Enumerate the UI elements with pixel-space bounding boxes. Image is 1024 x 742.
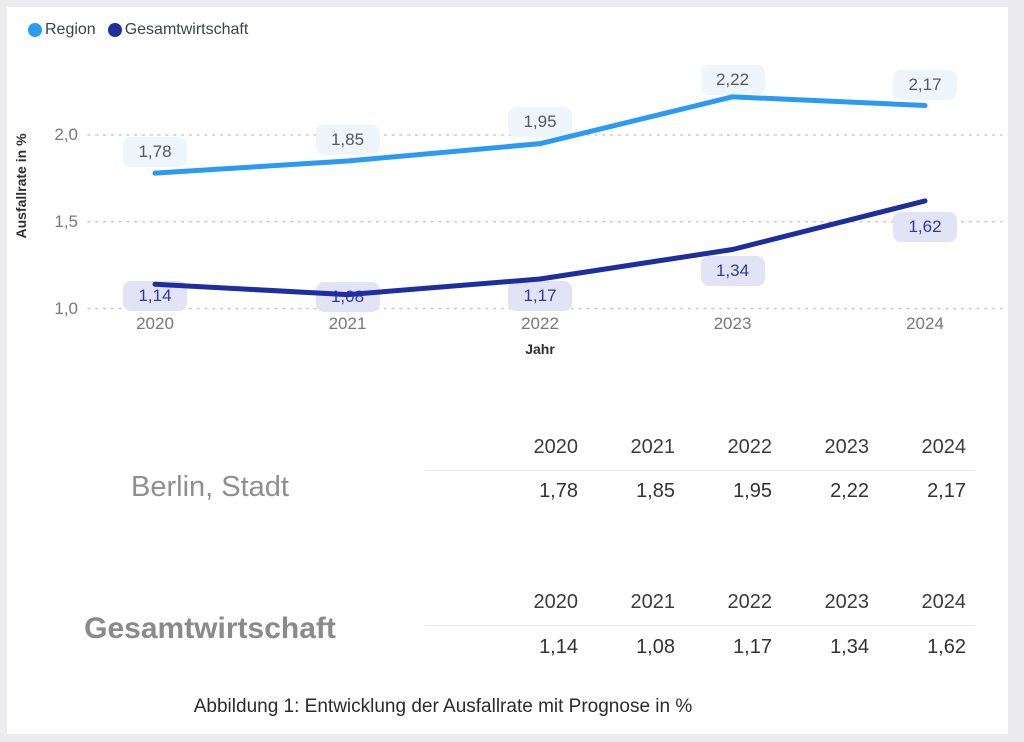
table-header-cell: 2021 — [630, 591, 676, 613]
table-value-cell: 1,78 — [539, 480, 578, 502]
x-tick-label: 2024 — [906, 314, 944, 333]
table-header-row: 2020 2021 2022 2023 2024 — [481, 591, 967, 614]
table-value-cell: 1,85 — [636, 480, 675, 502]
table-value-row: 1,78 1,85 1,95 2,22 2,17 — [481, 480, 966, 503]
table-header-cell: 2023 — [824, 436, 870, 458]
y-axis-title: Ausfallrate in % — [13, 133, 29, 239]
data-label: 1,34 — [700, 255, 765, 286]
table-value-cell: 1,14 — [539, 636, 578, 658]
table-value-cell: 2,22 — [830, 480, 869, 502]
table-header-cell: 2021 — [630, 436, 676, 458]
table-header-cell: 2024 — [921, 436, 967, 458]
table-row-label-region: Berlin, Stadt — [131, 471, 289, 503]
data-label: 1,85 — [315, 125, 380, 156]
report-card — [7, 7, 1008, 734]
x-axis-title: Jahr — [525, 341, 555, 357]
legend-dot-icon — [28, 23, 42, 37]
data-label: 1,14 — [123, 281, 187, 312]
data-label: 1,62 — [893, 211, 957, 242]
table-header-row: 2020 2021 2022 2023 2024 — [481, 436, 967, 459]
table-value-row: 1,14 1,08 1,17 1,34 1,62 — [481, 636, 966, 659]
table-row-label-gesamtwirtschaft: Gesamtwirtschaft — [84, 612, 336, 645]
x-tick-label: 2022 — [521, 314, 559, 333]
table-header-cell: 2024 — [921, 591, 967, 613]
table-header-cell: 2020 — [533, 591, 579, 613]
x-tick-label: 2020 — [136, 314, 174, 333]
legend-dot-icon — [107, 23, 122, 37]
series-line-gesamtwirtschaft[interactable] — [152, 198, 928, 298]
line-chart: 1,78 1,85 1,95 2,22 2,17 1,14 1,08 1,17 1,34 1,62… — [13, 64, 1003, 357]
table-value-cell: 1,08 — [636, 636, 675, 658]
table-value-cell: 1,62 — [927, 636, 966, 658]
data-label: 1,78 — [123, 137, 187, 168]
table-divider — [425, 625, 975, 626]
x-tick-label: 2023 — [713, 314, 752, 333]
data-label: 1,95 — [508, 106, 572, 137]
data-label: 1,17 — [508, 281, 572, 311]
table-value-cell: 1,17 — [733, 636, 772, 658]
table-header-cell: 2022 — [727, 436, 773, 458]
series-line-region[interactable] — [152, 94, 928, 176]
chart-legend: Region Gesamtwirtschaft — [28, 21, 248, 39]
table-value-cell: 2,17 — [927, 480, 966, 502]
legend-label: Region — [45, 21, 96, 38]
y-tick-label: 1,5 — [54, 211, 78, 231]
table-header-cell: 2020 — [533, 436, 579, 458]
table-value-cell: 1,34 — [830, 636, 869, 658]
table-divider — [425, 470, 975, 471]
legend-label: Gesamtwirtschaft — [124, 21, 249, 38]
x-tick-label: 2021 — [328, 314, 367, 333]
legend-item-gesamtwirtschaft[interactable]: Gesamtwirtschaft — [107, 21, 249, 39]
table-header-cell: 2023 — [824, 591, 870, 613]
data-label: 2,22 — [700, 64, 765, 95]
legend-item-region[interactable]: Region — [28, 21, 96, 39]
series-layer — [152, 94, 928, 298]
data-label: 2,17 — [893, 69, 957, 100]
table-header-cell: 2022 — [727, 591, 773, 613]
table-value-cell: 1,95 — [733, 480, 772, 502]
figure-caption: Abbildung 1: Entwicklung der Ausfallrate… — [193, 696, 693, 717]
y-tick-label: 2,0 — [54, 125, 78, 144]
y-tick-label: 1,0 — [54, 298, 78, 318]
